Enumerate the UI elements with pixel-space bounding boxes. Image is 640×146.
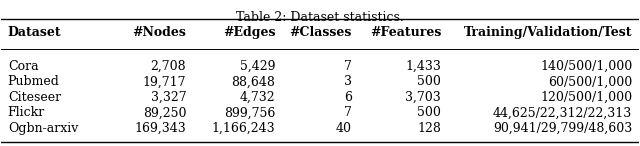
Text: 899,756: 899,756	[224, 106, 275, 119]
Text: Citeseer: Citeseer	[8, 91, 61, 104]
Text: 3,703: 3,703	[405, 91, 441, 104]
Text: 1,433: 1,433	[405, 60, 441, 73]
Text: 60/500/1,000: 60/500/1,000	[548, 75, 632, 88]
Text: Table 2: Dataset statistics.: Table 2: Dataset statistics.	[236, 11, 404, 24]
Text: 89,250: 89,250	[143, 106, 186, 119]
Text: 6: 6	[344, 91, 352, 104]
Text: 7: 7	[344, 106, 352, 119]
Text: Cora: Cora	[8, 60, 38, 73]
Text: 90,941/29,799/48,603: 90,941/29,799/48,603	[493, 122, 632, 135]
Text: 120/500/1,000: 120/500/1,000	[540, 91, 632, 104]
Text: Flickr: Flickr	[8, 106, 45, 119]
Text: 3,327: 3,327	[150, 91, 186, 104]
Text: Training/Validation/Test: Training/Validation/Test	[464, 26, 632, 39]
Text: 128: 128	[417, 122, 441, 135]
Text: 1,166,243: 1,166,243	[212, 122, 275, 135]
Text: 140/500/1,000: 140/500/1,000	[540, 60, 632, 73]
Text: 19,717: 19,717	[143, 75, 186, 88]
Text: #Classes: #Classes	[289, 26, 352, 39]
Text: 44,625/22,312/22,313: 44,625/22,312/22,313	[493, 106, 632, 119]
Text: 40: 40	[336, 122, 352, 135]
Text: 5,429: 5,429	[240, 60, 275, 73]
Text: 88,648: 88,648	[232, 75, 275, 88]
Text: Ogbn-arxiv: Ogbn-arxiv	[8, 122, 78, 135]
Text: 500: 500	[417, 75, 441, 88]
Text: #Nodes: #Nodes	[132, 26, 186, 39]
Text: 4,732: 4,732	[240, 91, 275, 104]
Text: 169,343: 169,343	[134, 122, 186, 135]
Text: 3: 3	[344, 75, 352, 88]
Text: #Features: #Features	[370, 26, 441, 39]
Text: Dataset: Dataset	[8, 26, 61, 39]
Text: #Edges: #Edges	[223, 26, 275, 39]
Text: 500: 500	[417, 106, 441, 119]
Text: Pubmed: Pubmed	[8, 75, 60, 88]
Text: 7: 7	[344, 60, 352, 73]
Text: 2,708: 2,708	[150, 60, 186, 73]
